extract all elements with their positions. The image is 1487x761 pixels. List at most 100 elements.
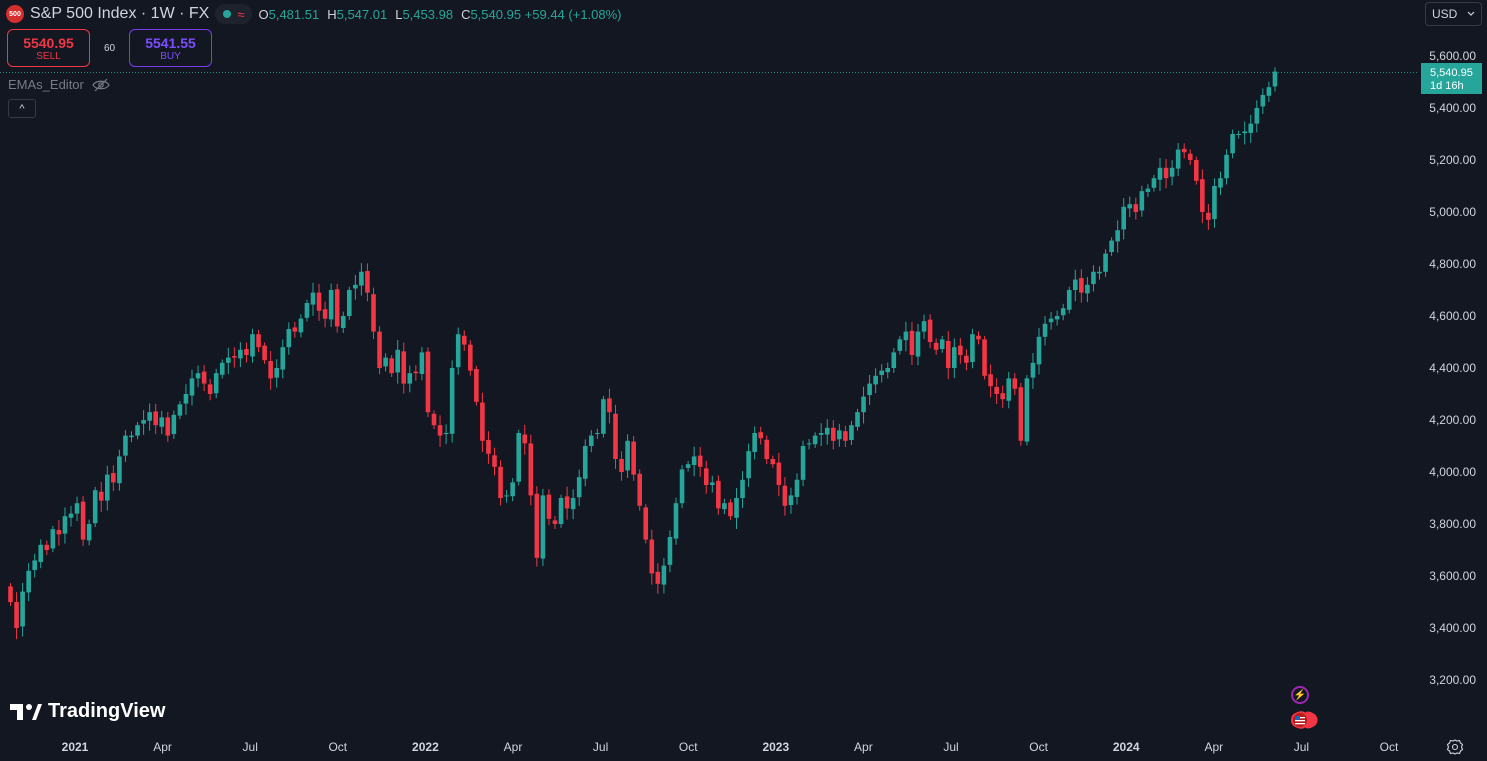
candle-body bbox=[365, 271, 370, 293]
brand-name: TradingView bbox=[48, 700, 166, 722]
buy-button[interactable]: 5541.55 BUY bbox=[129, 29, 212, 67]
candle-body bbox=[1224, 154, 1229, 179]
candle-body bbox=[68, 513, 74, 518]
candle-body bbox=[994, 386, 999, 394]
market-status[interactable]: ≈ bbox=[215, 4, 253, 24]
candle-body bbox=[812, 435, 818, 445]
candle-body bbox=[38, 544, 44, 562]
price-tick-label: 4,200.00 bbox=[1429, 413, 1476, 427]
candle-body bbox=[26, 570, 31, 593]
candle-body bbox=[86, 524, 92, 541]
sell-button[interactable]: 5540.95 SELL bbox=[7, 29, 90, 67]
candle-body bbox=[504, 495, 509, 497]
candle-body bbox=[909, 330, 915, 355]
candle-body bbox=[770, 459, 776, 465]
last-price-label: 5,540.95 1d 16h bbox=[1421, 63, 1482, 94]
symbol-legend: 500 S&P 500 Index · 1W · FX ≈ O5,481.51 … bbox=[6, 3, 622, 25]
chevron-up-icon: ^ bbox=[19, 102, 25, 115]
time-tick-label: Oct bbox=[328, 740, 347, 754]
candle-body bbox=[14, 602, 19, 628]
last-price-value: 5,540.95 bbox=[1430, 67, 1473, 79]
time-tick-label: 2024 bbox=[1113, 740, 1140, 754]
candle-body bbox=[244, 349, 249, 355]
candle-body bbox=[546, 494, 552, 519]
candle-body bbox=[933, 342, 939, 350]
time-tick-label: Jul bbox=[243, 740, 258, 754]
collapse-legend-button[interactable]: ^ bbox=[8, 99, 36, 118]
candle-body bbox=[1000, 393, 1005, 400]
candle-body bbox=[601, 399, 606, 434]
candle-body bbox=[885, 368, 891, 373]
candle-body bbox=[1145, 188, 1151, 192]
candle-body bbox=[685, 464, 691, 468]
candle-body bbox=[1115, 230, 1120, 242]
candle-body bbox=[1012, 378, 1018, 389]
indicator-legend[interactable]: EMAs_Editor bbox=[8, 77, 110, 92]
candle-body bbox=[189, 378, 195, 396]
time-tick-label: Oct bbox=[1029, 740, 1048, 754]
candle-body bbox=[111, 473, 116, 483]
time-axis[interactable]: 2021 Apr Jul Oct 2022 Apr Jul Oct 2023 Apr Jul Oct 2… bbox=[62, 740, 1399, 754]
candle-body bbox=[431, 413, 437, 426]
price-axis[interactable]: 5,600.00 5,400.00 5,200.00 5,000.00 4,800.00… bbox=[1429, 49, 1476, 687]
spread-value: 60 bbox=[104, 43, 116, 54]
candle-body bbox=[44, 544, 50, 550]
candle-body bbox=[1218, 178, 1223, 188]
price-tick-label: 5,600.00 bbox=[1429, 49, 1476, 63]
candle-body bbox=[286, 329, 292, 348]
candle-body bbox=[347, 290, 352, 316]
price-tick-label: 3,200.00 bbox=[1429, 673, 1476, 687]
candle-body bbox=[631, 441, 636, 475]
candle-body bbox=[117, 456, 122, 484]
candle-body bbox=[80, 501, 86, 540]
candle-body bbox=[280, 347, 286, 370]
candle-body bbox=[443, 433, 449, 435]
candle-body bbox=[703, 468, 709, 485]
candle-body bbox=[794, 479, 800, 497]
candle-body bbox=[824, 427, 830, 435]
event-flash-icon[interactable]: ⚡ bbox=[1291, 686, 1309, 704]
candle-body bbox=[897, 339, 903, 351]
candle-body bbox=[740, 479, 745, 498]
candle-body bbox=[183, 394, 189, 404]
candle-body bbox=[746, 451, 751, 479]
candle-body bbox=[619, 459, 624, 472]
symbol-logo[interactable]: 500 bbox=[6, 5, 24, 23]
hidden-eye-icon[interactable] bbox=[92, 78, 110, 92]
candle-body bbox=[407, 373, 413, 384]
currency-selector[interactable]: USD bbox=[1425, 2, 1482, 26]
indicator-name[interactable]: EMAs_Editor bbox=[8, 77, 84, 92]
price-tick-label: 4,000.00 bbox=[1429, 465, 1476, 479]
candle-body bbox=[292, 327, 298, 332]
candle-body bbox=[843, 431, 848, 441]
candle-body bbox=[589, 435, 594, 446]
candle-body bbox=[322, 309, 328, 319]
candle-body bbox=[171, 414, 177, 435]
price-tick-label: 4,400.00 bbox=[1429, 361, 1476, 375]
candle-body bbox=[1103, 253, 1108, 272]
tradingview-logo[interactable]: TradingView bbox=[10, 700, 165, 723]
candle-body bbox=[92, 490, 98, 524]
candle-body bbox=[716, 480, 721, 509]
candle-body bbox=[679, 469, 685, 504]
candle-body bbox=[915, 331, 921, 357]
candle-body bbox=[498, 466, 503, 498]
candle-body bbox=[1248, 123, 1254, 133]
candle-body bbox=[1230, 134, 1235, 154]
candle-body bbox=[764, 439, 770, 459]
candle-body bbox=[1127, 204, 1133, 209]
candle-body bbox=[939, 339, 945, 350]
candle-body bbox=[328, 290, 334, 320]
tradingview-icon bbox=[10, 703, 42, 720]
price-tick-label: 4,800.00 bbox=[1429, 257, 1476, 271]
candle-body bbox=[455, 334, 461, 368]
candle-body bbox=[818, 433, 824, 435]
settings-gear-icon[interactable] bbox=[1446, 738, 1464, 756]
us-flag-event-icon[interactable] bbox=[1290, 711, 1318, 729]
candle-body bbox=[1206, 212, 1211, 220]
candle-body bbox=[147, 412, 152, 421]
candle-body bbox=[1157, 167, 1163, 180]
candle-body bbox=[468, 344, 473, 371]
symbol-title[interactable]: S&P 500 Index · 1W · FX bbox=[30, 5, 210, 22]
